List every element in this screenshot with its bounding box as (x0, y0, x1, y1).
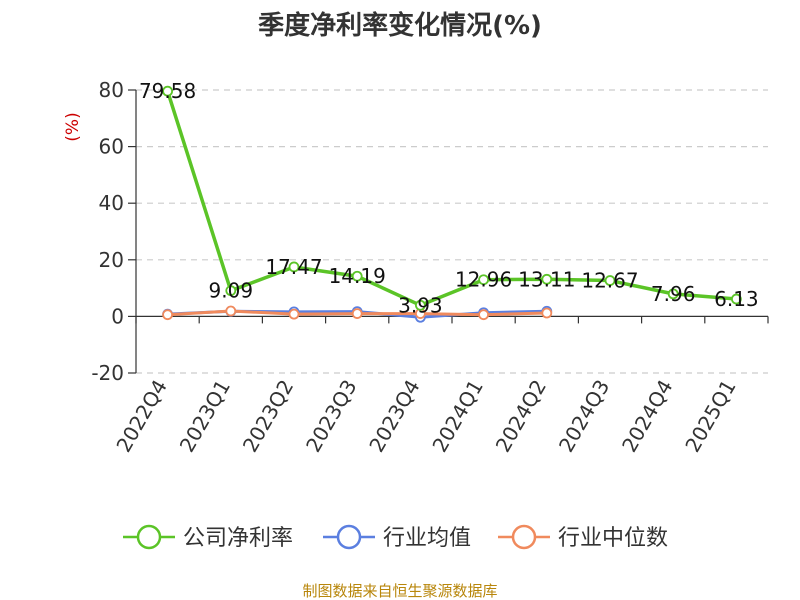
data-point (162, 85, 174, 97)
data-label: 79.58 (139, 79, 196, 103)
data-point (667, 288, 679, 300)
x-tick-label: 2023Q3 (301, 376, 361, 457)
x-tick-label: 2024Q3 (554, 376, 614, 457)
data-point (478, 309, 490, 321)
y-tick-label: 60 (99, 135, 124, 159)
y-tick-label: 40 (99, 191, 124, 215)
x-tick-label: 2023Q1 (175, 376, 235, 457)
y-tick-label: 80 (99, 78, 124, 102)
data-labels: 79.58 9.09 17.47 14.19 3.93 12.96 13.11 12.67 7.… (139, 79, 759, 317)
x-tick-label: 2025Q1 (680, 376, 740, 457)
series-layer (162, 85, 742, 323)
data-label: 12.96 (455, 268, 512, 292)
data-label: 17.47 (265, 255, 322, 279)
x-tick-label: 2023Q4 (364, 376, 424, 457)
data-label: 14.19 (329, 264, 386, 288)
data-point (162, 309, 174, 321)
legend-label: 行业均值 (383, 526, 471, 551)
x-tick-label: 2024Q2 (491, 376, 551, 457)
y-tick-label: 0 (111, 304, 124, 328)
x-tick-label: 2023Q2 (238, 376, 298, 457)
data-label: 9.09 (209, 279, 254, 303)
data-point (225, 305, 237, 317)
data-point (414, 299, 426, 311)
gridlines (136, 89, 768, 374)
data-point (225, 285, 237, 297)
data-point (288, 261, 300, 273)
data-label: 7.96 (651, 282, 696, 306)
legend[interactable]: 公司净利率 行业均值 行业中位数 (123, 524, 668, 551)
x-tick-label: 2022Q4 (111, 376, 171, 457)
series-line (165, 90, 737, 308)
data-label: 6.13 (714, 287, 759, 311)
legend-label: 行业中位数 (558, 526, 668, 551)
x-tick-label: 2024Q4 (617, 376, 677, 457)
data-label: 13.11 (518, 267, 575, 291)
data-point (541, 307, 553, 319)
data-point (288, 308, 300, 320)
x-tick-label: 2024Q1 (427, 375, 487, 456)
data-label: 12.67 (581, 269, 638, 293)
data-point (731, 293, 742, 305)
data-point (541, 273, 553, 285)
data-point (351, 308, 363, 319)
data-point (604, 275, 616, 286)
legend-marker (336, 524, 362, 550)
data-label: 3.93 (398, 293, 443, 317)
source-note: 制图数据来自恒生聚源数据库 (302, 582, 497, 600)
data-point (351, 270, 363, 282)
y-axis-unit: (%) (63, 112, 83, 141)
y-tick-label: 20 (99, 248, 124, 272)
legend-marker (511, 524, 537, 550)
legend-label: 公司净利率 (183, 526, 293, 551)
legend-item[interactable]: 行业均值 (323, 524, 471, 551)
y-tick-label: -20 (91, 361, 124, 385)
data-point (478, 274, 490, 286)
chart-title: 季度净利率变化情况(%) (258, 10, 542, 41)
legend-marker (136, 524, 162, 550)
legend-item[interactable]: 公司净利率 (123, 524, 293, 551)
legend-item[interactable]: 行业中位数 (498, 524, 668, 551)
